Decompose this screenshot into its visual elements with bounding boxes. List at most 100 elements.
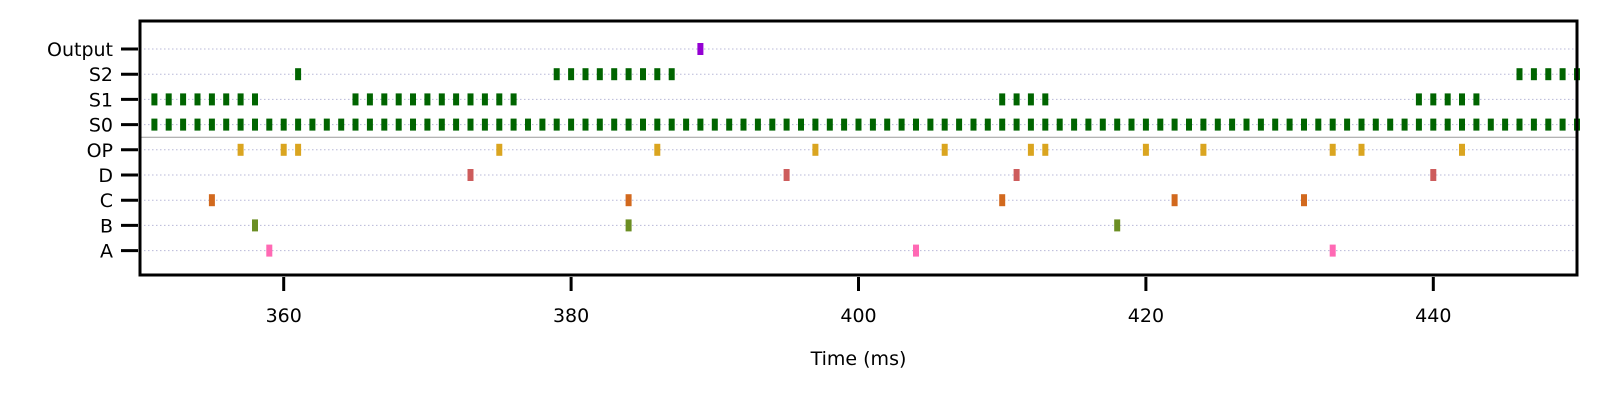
spike-mark xyxy=(1099,118,1106,131)
spike-mark xyxy=(151,118,158,131)
series-s0 xyxy=(151,118,1580,131)
spike-mark xyxy=(1114,118,1121,131)
spike-mark xyxy=(1545,68,1552,81)
spike-mark xyxy=(798,118,804,131)
spike-mark xyxy=(453,93,460,106)
spike-mark xyxy=(1444,118,1451,131)
spike-mark xyxy=(1559,68,1566,81)
spike-mark xyxy=(252,93,258,106)
spike-mark xyxy=(1142,118,1149,131)
spike-mark xyxy=(841,118,848,131)
spike-mark xyxy=(711,118,718,131)
spike-mark xyxy=(1315,118,1322,131)
spike-mark xyxy=(309,118,316,131)
spike-mark xyxy=(697,118,704,131)
spike-mark xyxy=(252,118,258,131)
spike-mark xyxy=(453,118,460,131)
y-tick-label-s2: S2 xyxy=(89,64,113,86)
spike-mark xyxy=(208,93,215,106)
spike-mark xyxy=(208,194,215,207)
spike-mark xyxy=(510,93,517,106)
spike-mark xyxy=(582,68,589,81)
spike-mark xyxy=(1530,118,1537,131)
spike-mark xyxy=(640,118,646,131)
spike-mark xyxy=(352,118,359,131)
spike-mark xyxy=(1042,118,1049,131)
spike-mark xyxy=(1430,169,1437,181)
spike-mark xyxy=(481,118,488,131)
spike-mark xyxy=(208,118,215,131)
spike-mark xyxy=(956,118,963,131)
series-a xyxy=(266,244,1336,257)
plot-frame xyxy=(138,19,1579,277)
spike-mark xyxy=(625,68,632,81)
spike-mark xyxy=(295,118,302,131)
spike-mark xyxy=(913,244,919,257)
spike-mark xyxy=(913,118,919,131)
spike-mark xyxy=(568,118,575,131)
spike-mark xyxy=(223,118,230,131)
spike-mark xyxy=(1042,93,1049,106)
spike-mark xyxy=(726,118,733,131)
spike-mark xyxy=(1358,143,1365,156)
spike-mark xyxy=(1516,68,1523,81)
spike-mark xyxy=(1114,219,1121,232)
spike-mark xyxy=(352,93,359,106)
spike-mark xyxy=(424,93,431,106)
spike-mark xyxy=(697,43,704,55)
spike-mark xyxy=(984,118,991,131)
spike-mark xyxy=(1329,143,1336,156)
spike-mark xyxy=(252,219,258,232)
spike-mark xyxy=(180,118,187,131)
spike-mark xyxy=(970,118,977,131)
spike-mark xyxy=(683,118,690,131)
spike-mark xyxy=(1415,118,1422,131)
spike-mark xyxy=(668,68,675,81)
spike-mark xyxy=(941,143,948,156)
spike-mark xyxy=(826,118,833,131)
spike-mark xyxy=(1085,118,1092,131)
spike-mark xyxy=(654,143,661,156)
spike-mark xyxy=(783,118,790,131)
spike-mark xyxy=(381,93,388,106)
spike-mark xyxy=(1272,118,1279,131)
spike-mark xyxy=(654,68,661,81)
spike-mark xyxy=(869,118,876,131)
x-tick-label: 420 xyxy=(1128,305,1164,327)
spike-mark xyxy=(1415,93,1422,106)
spike-mark xyxy=(1430,93,1437,106)
grid-lines xyxy=(140,48,1577,252)
x-tick-label: 380 xyxy=(553,305,589,327)
spike-mark xyxy=(812,118,819,131)
spike-mark xyxy=(611,68,618,81)
spike-mark xyxy=(769,118,776,131)
series-b xyxy=(252,219,1121,232)
spike-mark xyxy=(999,118,1006,131)
spike-mark xyxy=(1530,68,1537,81)
spike-mark xyxy=(1128,118,1135,131)
spike-mark xyxy=(467,93,474,106)
spike-mark xyxy=(280,118,287,131)
spike-mark xyxy=(553,68,560,81)
spike-marks xyxy=(151,43,1580,257)
spike-mark xyxy=(165,118,172,131)
spike-mark xyxy=(1444,93,1451,106)
spike-mark xyxy=(1401,118,1408,131)
series-s1 xyxy=(151,93,1480,106)
spike-mark xyxy=(237,93,244,106)
y-tick-label-d: D xyxy=(98,165,113,187)
spike-mark xyxy=(1459,143,1465,156)
spike-mark xyxy=(654,118,661,131)
series-c xyxy=(208,194,1307,207)
spike-mark xyxy=(568,68,575,81)
spike-mark xyxy=(1229,118,1236,131)
spike-mark xyxy=(395,93,402,106)
spike-mark xyxy=(898,118,905,131)
spike-mark xyxy=(165,93,172,106)
spike-mark xyxy=(496,93,503,106)
spike-mark xyxy=(280,143,287,156)
spike-mark xyxy=(1200,143,1207,156)
spike-mark xyxy=(438,93,445,106)
spike-mark xyxy=(812,143,819,156)
